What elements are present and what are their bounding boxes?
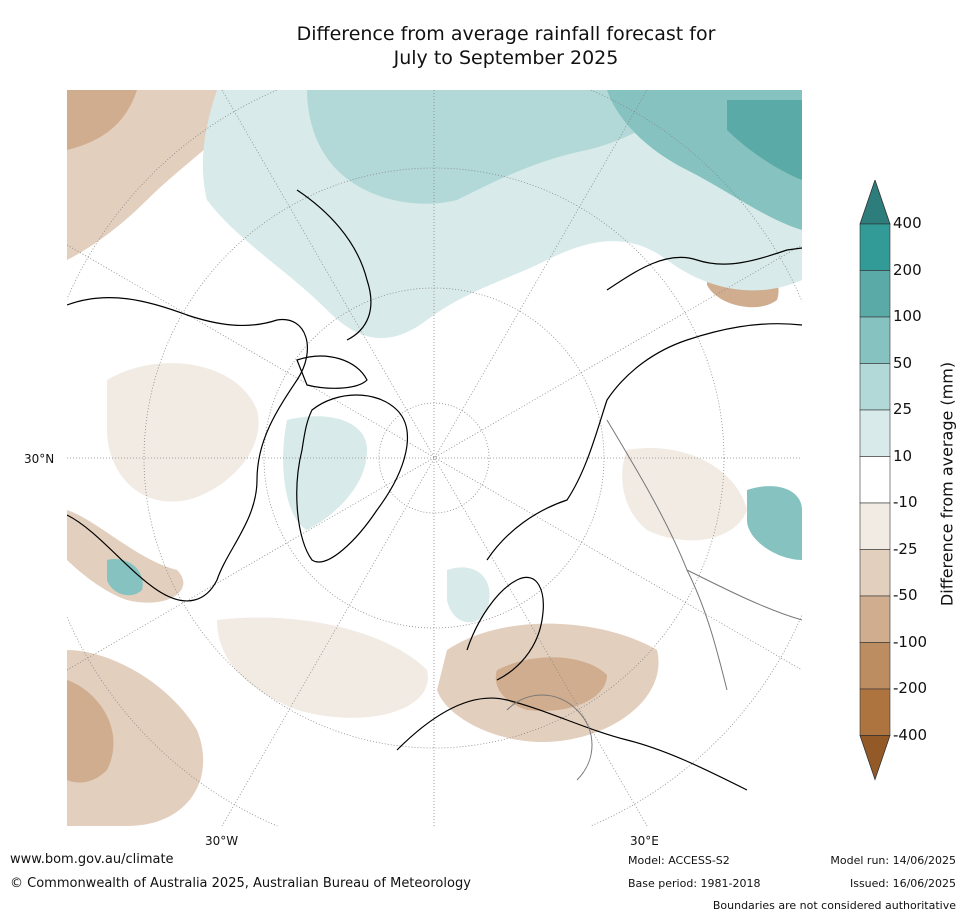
meridian-30w xyxy=(221,90,648,826)
border-central-europe xyxy=(506,694,593,781)
wet-scandinavia xyxy=(447,567,490,623)
border-asia xyxy=(686,569,802,621)
colorbar-title: Difference from average (mm) xyxy=(937,361,957,607)
disclaimer: Boundaries are not considered authoritat… xyxy=(712,899,956,912)
longitude-label-30e: 30°E xyxy=(630,834,659,848)
coast-greenland xyxy=(296,394,408,563)
copyright: © Commonwealth of Australia 2025, Austra… xyxy=(10,876,471,891)
dry-north-america xyxy=(107,363,259,502)
map-title: Difference from average rainfall forecas… xyxy=(296,23,716,69)
colorbar-tick-label: -400 xyxy=(893,725,928,744)
colorbar-tick-label: 10 xyxy=(893,446,913,465)
forecast-map xyxy=(67,90,802,826)
coast-eurasia-north xyxy=(486,323,802,561)
colorbar-tick-label: 400 xyxy=(893,214,922,232)
colorbar-band xyxy=(859,688,891,736)
colorbar-tick-label: -10 xyxy=(893,493,918,511)
coast-europe xyxy=(396,697,748,791)
dry-sw-core xyxy=(67,680,114,783)
dry-atlantic xyxy=(217,617,428,718)
colorbar-band xyxy=(859,595,891,643)
coast-scandinavia xyxy=(466,576,544,681)
issued-date: Issued: 16/06/2025 xyxy=(849,877,956,890)
dry-west-coast xyxy=(67,510,184,603)
coastlines xyxy=(67,189,802,791)
colorbar-extend-top xyxy=(859,178,891,225)
colorbar-tick-label: 25 xyxy=(893,400,913,418)
wet-pacific-spot xyxy=(107,559,143,596)
map-svg xyxy=(67,90,802,826)
colorbar-band xyxy=(859,549,891,597)
model-run: Model run: 14/06/2025 xyxy=(830,854,956,867)
coast-north-america xyxy=(67,296,308,602)
border-russia xyxy=(606,419,728,691)
dry-sw-pacific xyxy=(67,650,204,826)
colorbar-band xyxy=(859,409,891,457)
colorbar-band xyxy=(859,270,891,318)
coast-alaska xyxy=(296,189,372,341)
colorbar xyxy=(855,178,895,790)
country-borders xyxy=(506,419,802,781)
wetter-areas xyxy=(107,90,802,623)
website-url: www.bom.gov.au/climate xyxy=(10,852,174,867)
drier-areas xyxy=(67,90,779,826)
colorbar-tick-label: -200 xyxy=(893,679,928,697)
wet-east-asia xyxy=(747,486,802,560)
colorbar-band xyxy=(859,642,891,690)
colorbar-tick-label: -100 xyxy=(893,632,928,651)
colorbar-tick-label: 50 xyxy=(893,353,913,372)
colorbar-tick-label: -50 xyxy=(893,586,918,604)
dry-central-asia xyxy=(622,448,747,541)
wet-ne-core xyxy=(727,100,802,180)
coast-canada-islands xyxy=(296,355,368,389)
colorbar-extend-bottom xyxy=(859,735,891,781)
colorbar-tick-label: -25 xyxy=(893,539,918,558)
wet-arctic-core xyxy=(307,90,687,204)
colorbar-svg xyxy=(859,178,891,781)
dry-europe-core xyxy=(495,657,607,711)
wet-greenland-coast xyxy=(283,416,367,530)
colorbar-tick-label: 100 xyxy=(893,307,922,325)
longitude-label-30w: 30°W xyxy=(205,834,239,848)
colorbar-band xyxy=(859,316,891,364)
colorbar-tick-label: 200 xyxy=(893,260,922,279)
meridian-30e xyxy=(221,90,648,826)
colorbar-band xyxy=(859,456,891,504)
colorbar-band xyxy=(859,223,891,271)
colorbar-band xyxy=(859,363,891,411)
model-name: Model: ACCESS-S2 xyxy=(628,854,730,867)
base-period: Base period: 1981-2018 xyxy=(628,877,761,890)
latitude-label-30n: 30°N xyxy=(24,452,55,466)
meridian-60e xyxy=(67,244,802,671)
dry-nw-core xyxy=(67,90,137,150)
colorbar-band xyxy=(859,502,891,550)
coast-siberia xyxy=(606,247,802,291)
